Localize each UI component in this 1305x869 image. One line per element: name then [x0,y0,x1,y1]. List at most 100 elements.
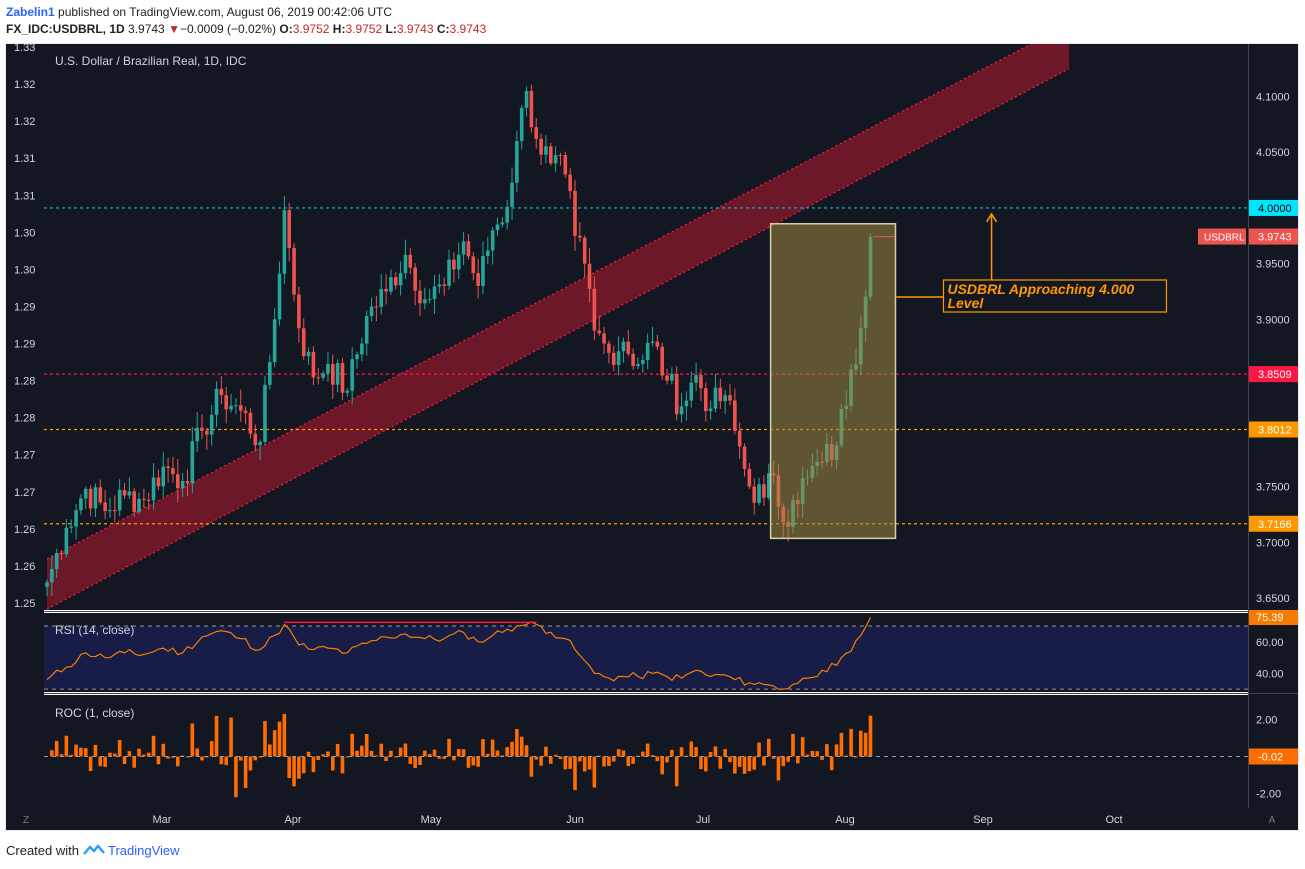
candle-body [510,182,514,207]
candle-body [757,484,761,503]
roc-bar [505,747,509,757]
candle-body [330,363,335,385]
roc-bar [393,756,398,758]
roc-value-tag [1249,748,1298,765]
roc-bar [708,751,713,757]
candle-body [45,582,49,587]
candle-body [345,390,350,393]
candle-body [79,498,83,511]
rsi-value-tag [1249,610,1298,625]
roc-bar [655,756,660,762]
left-axis-label: 1.25 [14,598,35,610]
roc-bar [863,732,868,757]
high-label: H: [332,22,346,36]
author-link[interactable]: Zabelin1 [6,5,55,19]
roc-bar [379,743,384,757]
candle-body [384,288,388,292]
rsi-title: RSI (14, close) [55,623,134,637]
level-price-tag [1249,421,1298,438]
left-axis-label: 1.28 [14,376,35,388]
candle-body [452,259,456,270]
roc-bar [335,743,340,757]
roc-bar [611,756,616,762]
timezone-button: Z [23,815,29,826]
candle-body [277,273,282,320]
candle-body [636,363,640,367]
roc-bar [69,754,74,757]
candle-body [108,510,112,512]
roc-value-tag-text: -0.02 [1258,752,1283,764]
tradingview-brand-link[interactable]: TradingView [108,843,180,858]
rsi-line [46,617,872,690]
up-arrow-icon [985,212,998,223]
roc-bar [689,741,694,757]
candle-body [360,343,364,355]
candle-body [708,408,713,412]
rsi-band [44,626,1248,690]
candle-body [568,174,572,191]
roc-bar [858,730,863,757]
candle-body [466,241,471,257]
roc-bar [50,750,54,757]
channel-upper-line [46,44,1033,560]
roc-bar [660,756,664,775]
roc-bar [166,756,170,759]
roc-bar [108,752,112,757]
roc-bar [510,741,514,757]
roc-bar [360,745,364,757]
candle-body [762,484,766,498]
candle-body [447,259,451,286]
roc-bar [79,747,83,757]
left-axis-label: 1.29 [14,339,35,351]
right-axis-label: 4.1000 [1256,92,1290,104]
roc-bar [297,756,301,779]
roc-bar [825,744,829,757]
annotation-text-line2: Level [947,295,984,311]
roc-bar [321,754,325,757]
candle-body [461,241,466,255]
roc-bar [452,756,456,761]
candle-body [481,256,485,286]
roc-bar [607,756,611,766]
candle-body [195,427,199,442]
roc-bar [413,756,417,768]
candle-body [611,352,616,366]
time-axis-label: Mar [153,814,172,826]
down-arrow-icon: ▼ [168,22,180,36]
candle-body [321,373,325,378]
candle-body [670,373,674,381]
roc-bar [209,741,214,757]
roc-bar [476,756,480,767]
low-value: 3.9743 [396,22,434,36]
candle-body [243,410,248,413]
roc-bar [800,737,805,757]
roc-bar [815,751,819,757]
candle-body [723,395,727,402]
roc-bar [578,756,582,762]
candle-body [597,330,602,334]
roc-bar [573,756,577,791]
candle-body [578,235,582,238]
roc-bar [641,751,645,757]
roc-bar [345,756,350,758]
roc-bar [587,756,592,770]
roc-bar [737,756,742,767]
candle-body [113,510,117,512]
candle-body [408,254,413,268]
roc-bar [384,756,388,762]
roc-bar [432,749,437,757]
roc-bar [834,744,839,757]
left-axis-label: 1.30 [14,227,35,239]
rsi-value-tag-text: 75.39 [1256,612,1284,624]
candle-body [151,477,156,501]
trend-channel [47,44,1070,610]
candle-body [442,284,447,286]
time-axis-label: Jul [696,814,710,826]
candle-body [209,414,214,435]
roc-bar [839,732,844,757]
tradingview-logo-icon [82,844,105,855]
candle-body [88,488,93,509]
time-axis-label: Oct [1105,814,1122,826]
roc-bar [137,748,141,757]
